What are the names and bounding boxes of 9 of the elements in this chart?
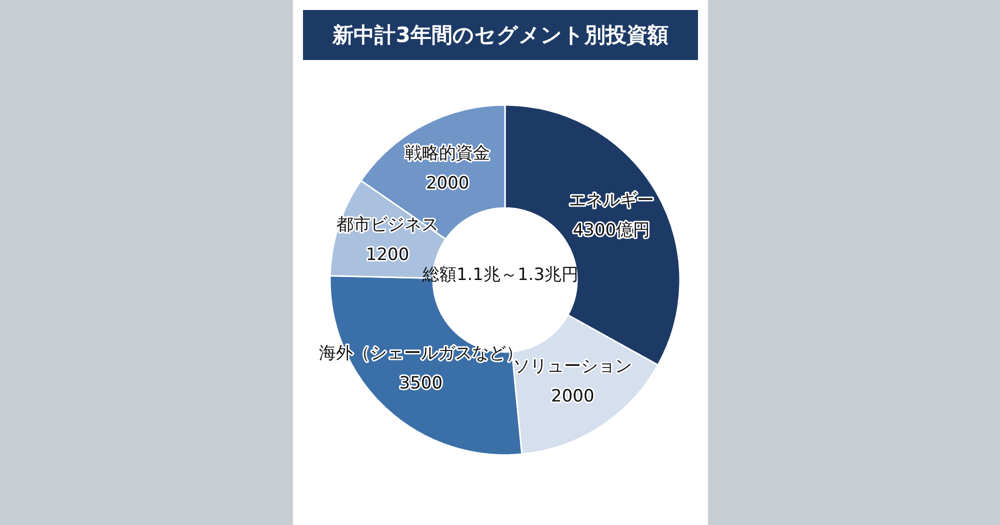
data-label: 3500 <box>399 373 443 394</box>
data-label: 1200 <box>366 244 410 265</box>
slice-label: エネルギー <box>568 190 654 210</box>
chart-title: 新中計3年間のセグメント別投資額 <box>303 10 698 60</box>
text: 総額1.1兆～1.3兆円 <box>421 264 580 286</box>
data-label: 2000 <box>551 386 594 406</box>
data-label: 2000 <box>426 174 470 194</box>
slice-label: 戦略的資金 <box>405 144 490 164</box>
data-label: 4300億円 <box>572 220 650 240</box>
